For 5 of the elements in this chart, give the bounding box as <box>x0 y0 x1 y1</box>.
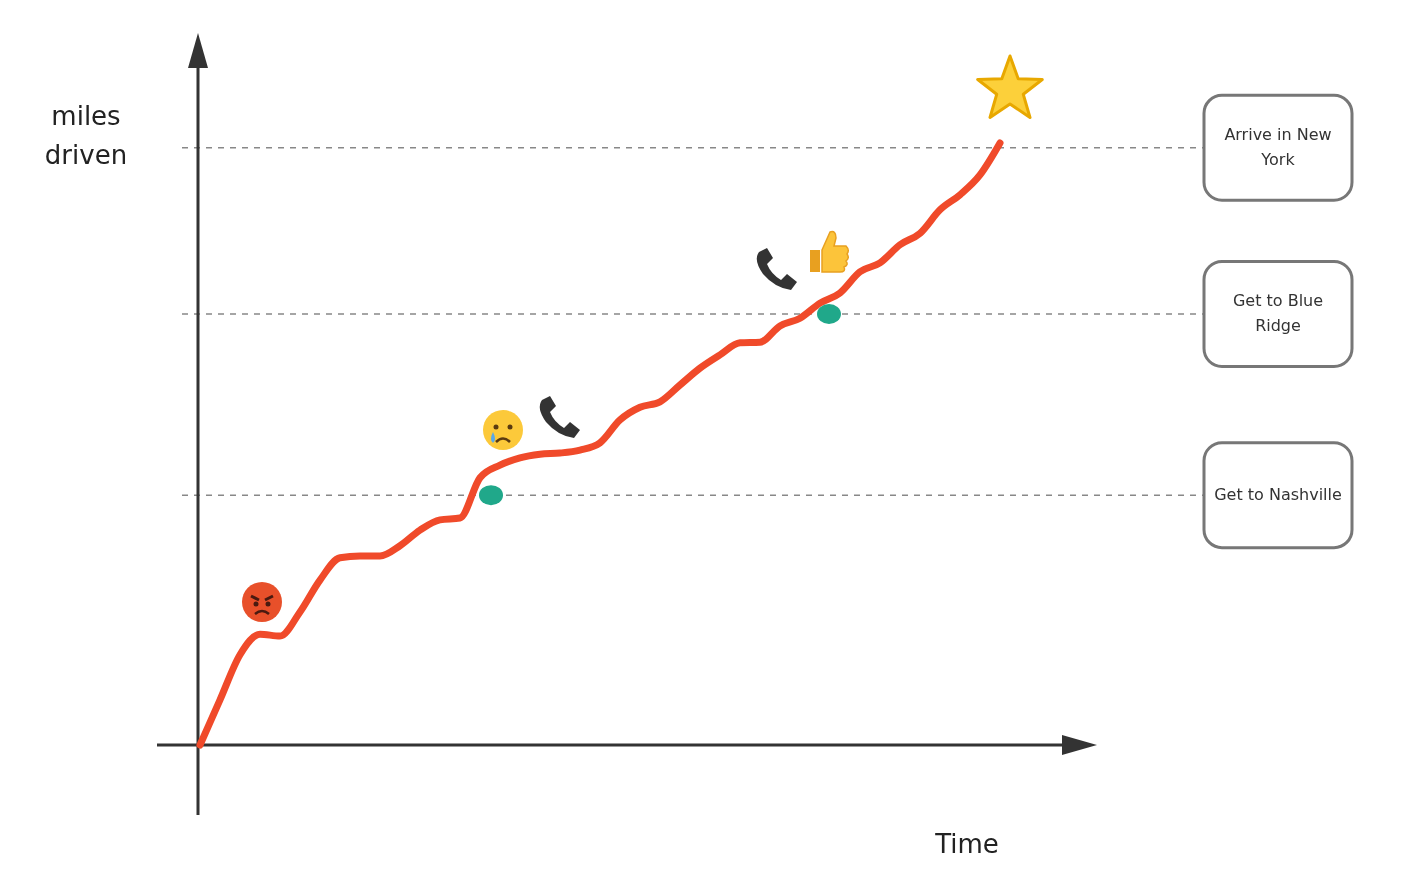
ref-line-label: Get to Nashville <box>1214 484 1342 504</box>
ref-line-label: Arrive in New York <box>1224 124 1332 169</box>
ref-line-label: Get to Blue Ridge <box>1232 290 1324 335</box>
y-axis-title: miles driven <box>44 100 128 170</box>
x-axis-title: Time <box>934 828 999 859</box>
